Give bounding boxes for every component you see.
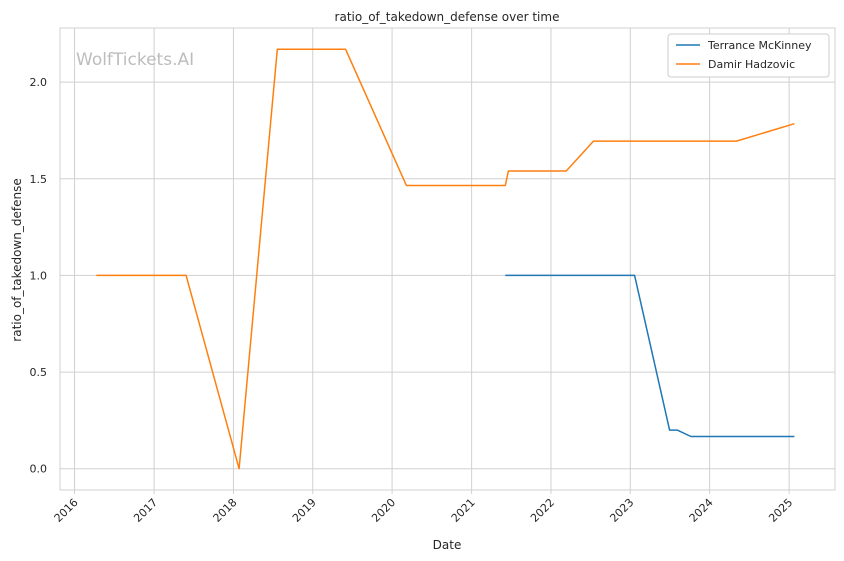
legend-label-terrance-mckinney: Terrance McKinney (707, 39, 812, 52)
legend-box (667, 33, 830, 78)
y-axis-title: ratio_of_takedown_defense (10, 178, 24, 341)
y-tick-label: 0.0 (30, 463, 48, 476)
y-tick-label: 1.5 (30, 173, 48, 186)
watermark: WolfTickets.AI (76, 50, 194, 70)
series-line-terrance-mckinney (505, 274, 795, 438)
plot-area (59, 27, 836, 491)
y-tick-label: 0.5 (30, 366, 48, 379)
grid-lines (60, 28, 835, 490)
y-axis-ticks: 0.0 0.5 1.0 1.5 2.0 (30, 76, 48, 476)
y-tick-label: 1.0 (30, 269, 48, 282)
y-tick-label: 2.0 (30, 76, 48, 89)
legend-label-damir-hadzovic: Damir Hadzovic (708, 58, 795, 71)
x-axis-title: Date (433, 538, 462, 552)
legend: Terrance McKinney Damir Hadzovic (667, 33, 830, 78)
series-lines (96, 48, 795, 470)
chart-title: ratio_of_takedown_defense over time (335, 10, 560, 24)
series-line-damir-hadzovic (96, 48, 795, 470)
